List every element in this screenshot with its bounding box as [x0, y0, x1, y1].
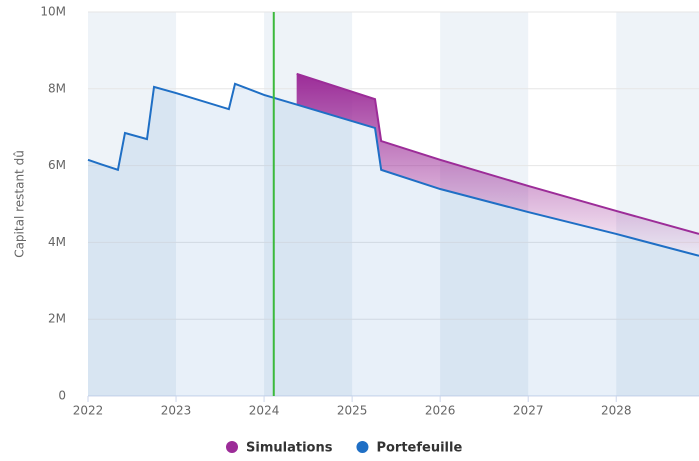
line — [296, 72, 699, 235]
legend-label: Simulations — [246, 441, 333, 456]
legend-label: Portefeuille — [376, 441, 462, 456]
y-tick-label: 6M — [48, 158, 66, 172]
y-tick-label: 2M — [48, 312, 66, 326]
y-tick-label: 0 — [58, 389, 66, 403]
plot-band — [264, 12, 353, 396]
line — [87, 82, 699, 257]
area — [88, 83, 699, 397]
plot-band — [88, 12, 177, 396]
y-tick-label: 4M — [48, 235, 66, 249]
legend-marker — [356, 441, 369, 453]
x-tick-label: 2027 — [513, 404, 544, 418]
x-tick-label: 2026 — [425, 404, 456, 418]
x-tick-label: 2028 — [601, 404, 632, 418]
x-tick-label: 2024 — [249, 404, 280, 418]
x-tick-label: 2023 — [161, 404, 192, 418]
x-tick-label: 2025 — [337, 404, 368, 418]
y-tick-label: 8M — [48, 81, 66, 95]
y-tick-label: 10M — [40, 5, 66, 19]
y-axis-label: Capital restant dû — [13, 150, 27, 258]
plot-band — [616, 12, 699, 396]
area — [296, 73, 699, 256]
x-tick-label: 2022 — [73, 404, 104, 418]
legend-marker — [226, 441, 238, 453]
